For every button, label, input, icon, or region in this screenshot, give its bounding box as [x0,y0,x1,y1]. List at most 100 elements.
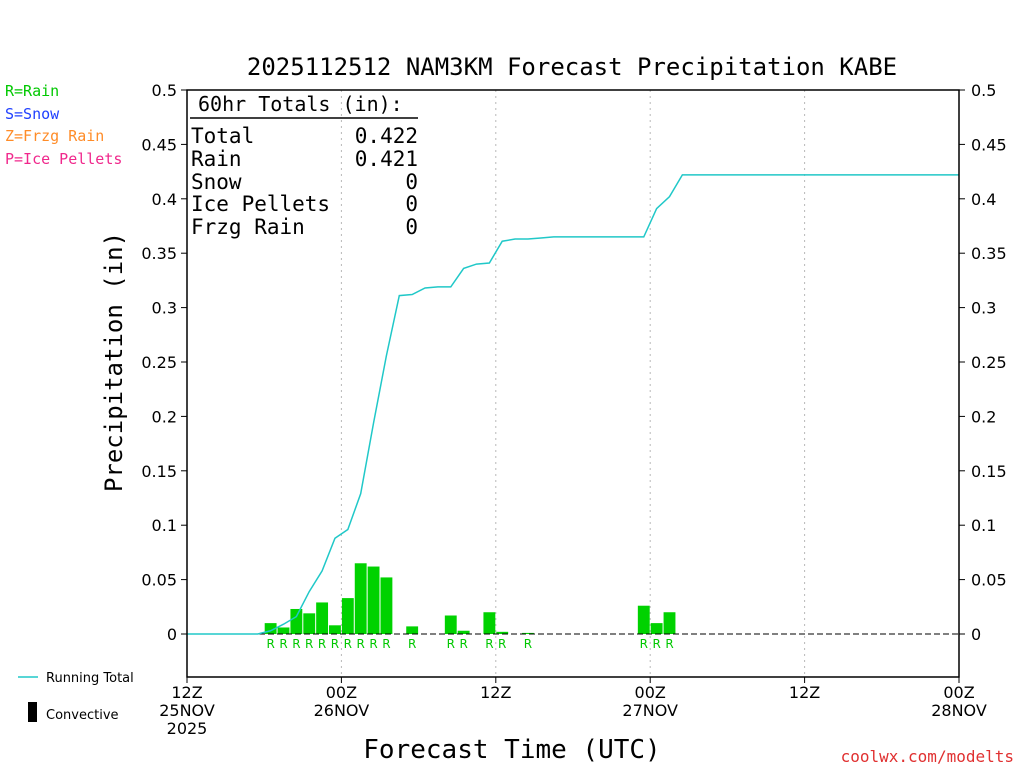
y-tick-label-left: 0.35 [141,244,177,263]
precip-bar [496,631,509,634]
y-tick-label-right: 0.15 [971,462,1007,481]
y-axis-label: Precipitation (in) [100,232,128,492]
x-tick-label: 2025 [167,719,208,738]
y-tick-label-left: 0.3 [152,299,177,318]
running-total-legend-label: Running Total [46,671,134,686]
totals-value-total: 0.422 [355,124,418,148]
precip-type-label: R [344,637,352,651]
series-legend: Running Total Convective [18,671,134,723]
totals-label-total: Total [191,124,254,148]
y-tick-label-right: 0.4 [971,190,996,209]
precip-bar [663,612,676,634]
totals-value-rain: 0.421 [355,147,418,171]
y-tick-label-left: 0 [167,625,177,644]
y-tick-label-left: 0.05 [141,571,177,590]
x-tick-label: 00Z [326,683,357,702]
y-tick-label-left: 0.45 [141,135,177,154]
precip-bar [290,608,303,634]
totals-label-snow: Snow [191,170,242,194]
x-tick-label: 12Z [789,683,820,702]
precip-bar [354,563,367,634]
precip-type-label: R [318,637,326,651]
legend-rain: R=Rain [5,82,59,100]
precip-bar [457,630,470,634]
precip-type-label: R [266,637,274,651]
y-tick-label-right: 0.1 [971,516,996,535]
y-tick-label-left: 0.25 [141,353,177,372]
bars-group [264,563,676,634]
precip-type-label: R [331,637,339,651]
x-tick-label: 12Z [480,683,511,702]
precip-bar [329,625,341,634]
precip-bar [444,615,457,634]
precip-bar [637,605,650,634]
precip-type-label: R [524,637,532,651]
x-tick-label: 12Z [171,683,202,702]
precip-bar [650,623,663,634]
totals-label-frzg-rain: Frzg Rain [191,215,305,239]
convective-legend-swatch [28,702,37,722]
x-tick-label: 25NOV [159,701,215,720]
totals-value-frzg-rain: 0 [405,215,418,239]
legend-snow: S=Snow [5,105,60,123]
precip-type-label: R [665,637,673,651]
precip-bar [303,613,316,634]
convective-legend-label: Convective [46,708,119,723]
totals-label-rain: Rain [191,147,242,171]
x-tick-label: 00Z [635,683,666,702]
x-tick-label: 27NOV [622,701,678,720]
y-tick-label-left: 0.2 [152,407,177,426]
chart-title: 2025112512 NAM3KM Forecast Precipitation… [247,53,897,81]
legend-frzg-rain: Z=Frzg Rain [5,127,104,145]
running-total-line [187,174,959,635]
precip-type-label: R [408,637,416,651]
precip-bar [341,598,354,634]
precip-bar [264,623,277,634]
credit-text: coolwx.com/modelts [841,747,1014,766]
totals-header: 60hr Totals (in): [198,92,403,116]
precip-type-label: R [369,637,377,651]
x-tick-label: 28NOV [931,701,987,720]
y-tick-label-right: 0 [971,625,981,644]
precip-bar [406,626,419,634]
x-tick-label: 26NOV [314,701,370,720]
y-tick-label-left: 0.1 [152,516,177,535]
y-axis-right: 0 0.05 0.1 0.15 0.2 0.25 0.3 0.35 0.4 0.45 0.5 [959,81,1007,644]
y-tick-label-right: 0.5 [971,81,996,100]
y-tick-label-left: 0.5 [152,81,177,100]
precip-type-label: R [498,637,506,651]
y-axis-left: 0 0.05 0.1 0.15 0.2 0.25 0.3 0.35 0.4 0.45 0.5 [141,81,187,644]
y-tick-label-right: 0.25 [971,353,1007,372]
precip-type-label: R [652,637,660,651]
y-tick-label-left: 0.15 [141,462,177,481]
precip-type-label: R [279,637,287,651]
precip-bar [380,577,393,634]
precip-type-label: R [459,637,467,651]
y-tick-label-right: 0.35 [971,244,1007,263]
y-tick-label-right: 0.3 [971,299,996,318]
plot-frame [186,89,960,678]
y-tick-label-right: 0.2 [971,407,996,426]
precip-bar [316,602,329,634]
precip-bar [483,612,496,634]
y-tick-label-right: 0.05 [971,571,1007,590]
totals-value-ice-pellets: 0 [405,192,418,216]
y-tick-label-right: 0.45 [971,135,1007,154]
precip-type-legend: R=Rain S=Snow Z=Frzg Rain P=Ice Pellets [5,82,122,168]
y-tick-label-left: 0.4 [152,190,177,209]
x-tick-label: 00Z [943,683,974,702]
precip-type-label: R [305,637,313,651]
precip-type-label: R [640,637,648,651]
precip-type-label: R [485,637,493,651]
precip-bar [277,627,290,634]
precip-type-label: R [382,637,390,651]
totals-label-ice-pellets: Ice Pellets [191,192,330,216]
precip-type-label: R [292,637,300,651]
precip-type-label: R [357,637,365,651]
totals-box: 60hr Totals (in): Total 0.422 Rain 0.421… [190,92,418,239]
precip-bar [367,566,380,634]
gridlines [340,90,806,677]
